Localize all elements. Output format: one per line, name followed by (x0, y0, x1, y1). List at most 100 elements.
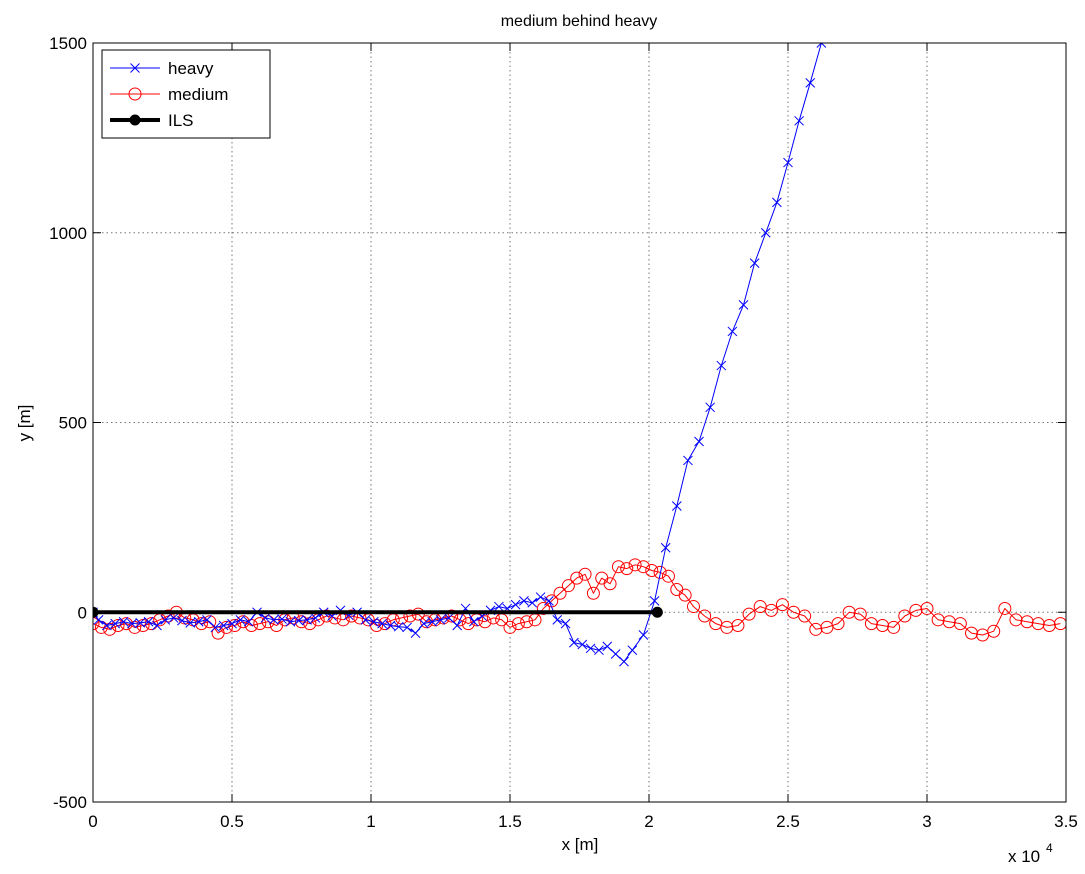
x-tick-label: 2 (644, 812, 653, 831)
legend-label: medium (168, 85, 228, 104)
marker-heavy (638, 630, 649, 640)
marker-heavy (527, 597, 538, 608)
y-tick-label: 1500 (49, 34, 87, 53)
marker-heavy (177, 615, 187, 626)
marker-medium (536, 601, 550, 615)
series-medium (93, 558, 1066, 642)
marker-heavy (585, 643, 596, 654)
marker-heavy (143, 616, 154, 627)
marker-heavy (302, 614, 312, 625)
marker-ils (651, 606, 663, 618)
marker-medium (1020, 615, 1034, 629)
marker-heavy (268, 614, 279, 625)
marker-heavy (168, 613, 179, 623)
marker-heavy (494, 601, 504, 612)
marker-heavy (243, 616, 254, 627)
marker-medium (378, 617, 392, 631)
marker-medium (620, 562, 634, 576)
x-axis-label: x [m] (562, 835, 599, 854)
marker-heavy (235, 614, 246, 625)
marker-heavy (427, 616, 438, 627)
marker-ils (129, 114, 141, 126)
marker-heavy (418, 618, 429, 629)
marker-heavy (202, 614, 212, 625)
marker-heavy (410, 628, 421, 638)
x-tick-label: 1.5 (498, 812, 522, 831)
marker-medium (219, 620, 233, 634)
marker-medium (553, 586, 567, 600)
marker-medium (898, 609, 912, 623)
legend-item-medium: medium (110, 85, 228, 104)
x-tick-label: 3.5 (1054, 812, 1078, 831)
x-axis-ticks: 0 0.5 1 1.5 2 2.5 3 3.5 (88, 43, 1078, 831)
marker-heavy (360, 614, 371, 625)
marker-heavy (193, 616, 204, 627)
marker-heavy (716, 360, 727, 371)
y-tick-label: -500 (53, 793, 87, 812)
x-multiplier: x 10 4 (1008, 841, 1053, 866)
marker-heavy (277, 614, 287, 624)
marker-heavy (772, 197, 782, 208)
marker-heavy (683, 455, 693, 466)
marker-heavy (160, 614, 171, 625)
marker-heavy (519, 596, 529, 606)
marker-heavy (135, 618, 146, 628)
marker-heavy (749, 258, 760, 268)
x-tick-label: 3 (922, 812, 931, 831)
x-tick-label: 0 (88, 812, 97, 831)
marker-medium (203, 615, 217, 629)
marker-medium (698, 609, 712, 623)
marker-medium (628, 558, 642, 572)
marker-heavy (435, 614, 446, 625)
marker-heavy (569, 637, 579, 648)
marker-medium (876, 619, 890, 633)
marker-heavy (760, 227, 771, 238)
marker-heavy (118, 616, 129, 627)
marker-medium (661, 569, 675, 583)
marker-medium (253, 617, 267, 631)
marker-heavy (577, 639, 588, 650)
marker-medium (478, 615, 492, 629)
y-tick-label: 500 (59, 414, 87, 433)
marker-medium (1053, 617, 1066, 631)
marker-medium (942, 615, 956, 629)
marker-medium (228, 619, 242, 633)
y-axis-ticks: -500 0 500 1000 1500 (49, 34, 1066, 812)
marker-medium (920, 601, 934, 615)
marker-medium (809, 622, 823, 636)
marker-medium (887, 620, 901, 634)
marker-medium (295, 615, 308, 629)
marker-heavy (738, 300, 749, 310)
marker-medium (194, 617, 208, 631)
x-tick-label: 0.5 (220, 812, 244, 831)
x-multiplier-exponent: 4 (1046, 841, 1053, 855)
marker-medium (731, 619, 745, 633)
marker-medium (853, 607, 867, 621)
marker-heavy (705, 402, 716, 413)
marker-heavy (794, 115, 804, 126)
marker-heavy (402, 622, 412, 633)
legend-item-heavy: heavy (110, 59, 214, 78)
marker-heavy (828, 0, 837, 2)
marker-heavy (544, 596, 554, 606)
legend: heavy medium ILS (101, 49, 271, 139)
legend-label: ILS (168, 111, 194, 130)
marker-heavy (660, 542, 671, 553)
y-axis-label: y [m] (15, 405, 34, 442)
marker-heavy (805, 77, 816, 88)
marker-heavy (816, 43, 827, 48)
marker-medium (570, 571, 584, 585)
marker-heavy (210, 622, 221, 633)
marker-heavy (102, 620, 112, 631)
marker-medium (775, 598, 789, 612)
marker-heavy (694, 436, 704, 447)
series-heavy (93, 0, 837, 667)
marker-medium (520, 615, 534, 629)
marker-heavy (152, 620, 162, 631)
marker-medium (653, 565, 667, 579)
marker-heavy (385, 620, 396, 631)
marker-medium (403, 609, 417, 623)
marker-medium (128, 87, 142, 101)
marker-medium (953, 617, 967, 631)
marker-medium (144, 617, 158, 631)
